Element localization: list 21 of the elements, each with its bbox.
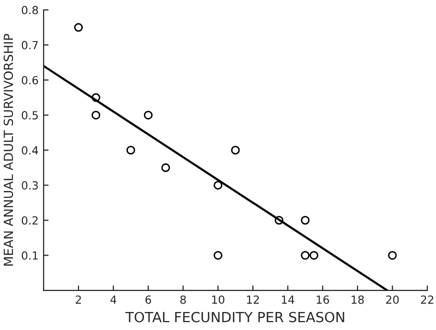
y-axis-title: MEAN ANNUAL ADULT SURVIVORSHIP [4, 34, 14, 266]
y-tick-label: 0.7 [22, 40, 38, 50]
x-tick-label: 16 [316, 295, 330, 304]
y-tick-label: 0.4 [22, 146, 38, 155]
y-tick-label: 0.1 [22, 251, 38, 260]
y-tick-label: 0.3 [22, 181, 38, 190]
x-tick-label: 4 [110, 296, 116, 304]
y-tick-label: 0.8 [22, 6, 38, 14]
x-axis-title: TOTAL FECUNDITY PER SEASON [125, 312, 344, 322]
x-tick-label: 6 [145, 295, 152, 304]
y-tick-label: 0.2 [22, 216, 38, 225]
x-tick-label: 14 [282, 296, 294, 304]
x-tick-label: 22 [421, 295, 434, 304]
x-tick-label: 12 [247, 295, 259, 304]
y-tick-label: 0.5 [22, 111, 38, 120]
x-tick-label: 10 [212, 295, 224, 304]
y-tick-label: 0.6 [22, 76, 38, 84]
x-tick-label: 20 [386, 295, 399, 304]
x-tick-label: 18 [352, 295, 364, 304]
x-tick-label: 2 [76, 295, 81, 304]
x-tick-label: 8 [180, 295, 186, 304]
